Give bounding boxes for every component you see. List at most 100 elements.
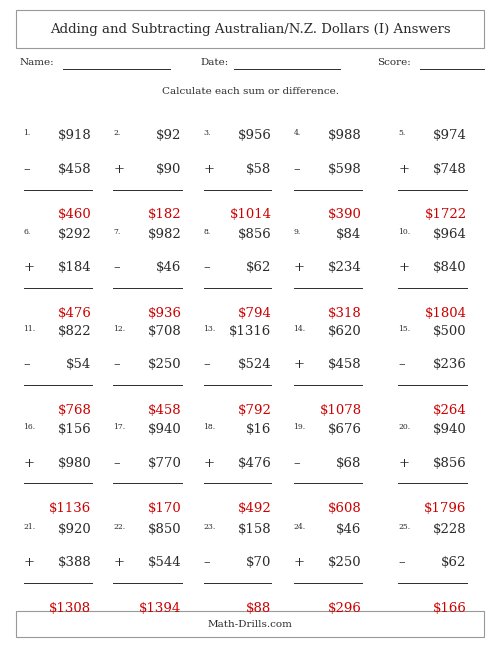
Text: +: + [24,261,34,274]
Text: $88: $88 [246,602,272,615]
Text: $70: $70 [246,556,272,569]
Text: $62: $62 [246,261,272,274]
Text: 24.: 24. [294,523,306,531]
Text: $166: $166 [432,602,466,615]
Text: 22.: 22. [114,523,126,531]
Text: $296: $296 [328,602,362,615]
Text: 6.: 6. [24,228,31,236]
Text: $850: $850 [148,523,182,536]
Text: 15.: 15. [398,325,410,333]
Text: $90: $90 [156,163,182,176]
Text: $524: $524 [238,358,272,371]
Text: $476: $476 [238,457,272,470]
Text: 3.: 3. [204,129,211,137]
Text: $792: $792 [238,404,272,417]
Text: $770: $770 [148,457,182,470]
Text: –: – [398,358,405,371]
Text: $46: $46 [156,261,182,274]
Text: $184: $184 [58,261,92,274]
Text: $264: $264 [433,404,466,417]
Text: $182: $182 [148,208,182,221]
Text: $318: $318 [328,307,362,320]
Text: $856: $856 [238,228,272,241]
Text: 13.: 13. [204,325,216,333]
Text: 21.: 21. [24,523,36,531]
Text: Score:: Score: [378,58,411,67]
Text: +: + [398,261,409,274]
Text: 5.: 5. [398,129,406,137]
Text: $250: $250 [148,358,182,371]
Text: –: – [294,163,300,176]
Text: $1722: $1722 [424,208,467,221]
Text: $1796: $1796 [424,502,467,515]
Text: $388: $388 [58,556,92,569]
Text: $170: $170 [148,502,182,515]
Text: 17.: 17. [114,423,126,431]
Text: $940: $940 [433,423,466,436]
Text: 11.: 11. [24,325,36,333]
Text: $956: $956 [238,129,272,142]
Text: +: + [24,457,34,470]
Text: $918: $918 [58,129,92,142]
Text: $544: $544 [148,556,182,569]
Text: 14.: 14. [294,325,306,333]
Text: $856: $856 [433,457,466,470]
Text: –: – [114,261,120,274]
Text: $234: $234 [328,261,362,274]
Text: $620: $620 [328,325,362,338]
Text: Date:: Date: [200,58,228,67]
Text: $794: $794 [238,307,272,320]
Text: 8.: 8. [204,228,211,236]
Text: –: – [24,163,30,176]
FancyBboxPatch shape [16,10,484,48]
Text: $62: $62 [441,556,466,569]
Text: –: – [114,457,120,470]
Text: $58: $58 [246,163,272,176]
Text: 16.: 16. [24,423,36,431]
Text: Adding and Subtracting Australian/N.Z. Dollars (I) Answers: Adding and Subtracting Australian/N.Z. D… [50,23,450,36]
Text: +: + [114,556,124,569]
Text: 18.: 18. [204,423,216,431]
Text: $228: $228 [433,523,466,536]
Text: $964: $964 [432,228,466,241]
Text: $460: $460 [58,208,92,221]
Text: $458: $458 [58,163,92,176]
Text: +: + [398,163,409,176]
Text: +: + [398,457,409,470]
Text: $46: $46 [336,523,361,536]
Text: 19.: 19. [294,423,306,431]
Text: $708: $708 [148,325,182,338]
Text: $1136: $1136 [49,502,92,515]
Text: 12.: 12. [114,325,126,333]
Text: –: – [24,358,30,371]
Text: $598: $598 [328,163,362,176]
Text: $1804: $1804 [424,307,467,320]
Text: –: – [204,261,210,274]
Text: 20.: 20. [398,423,410,431]
Text: 9.: 9. [294,228,301,236]
Text: $500: $500 [433,325,466,338]
Text: –: – [294,457,300,470]
Text: –: – [204,358,210,371]
Text: $92: $92 [156,129,182,142]
Text: $390: $390 [328,208,362,221]
Text: $1316: $1316 [229,325,272,338]
Text: +: + [24,556,34,569]
Text: 1.: 1. [24,129,31,137]
Text: $84: $84 [336,228,361,241]
Text: $940: $940 [148,423,182,436]
Text: 4.: 4. [294,129,301,137]
Text: $974: $974 [432,129,466,142]
Text: $476: $476 [58,307,92,320]
Text: +: + [294,358,304,371]
Text: +: + [294,556,304,569]
Text: $676: $676 [328,423,362,436]
Text: $1394: $1394 [139,602,182,615]
Text: 7.: 7. [114,228,120,236]
FancyBboxPatch shape [16,611,484,637]
Text: $768: $768 [58,404,92,417]
Text: $54: $54 [66,358,92,371]
Text: $458: $458 [328,358,362,371]
Text: $748: $748 [433,163,466,176]
Text: 25.: 25. [398,523,410,531]
